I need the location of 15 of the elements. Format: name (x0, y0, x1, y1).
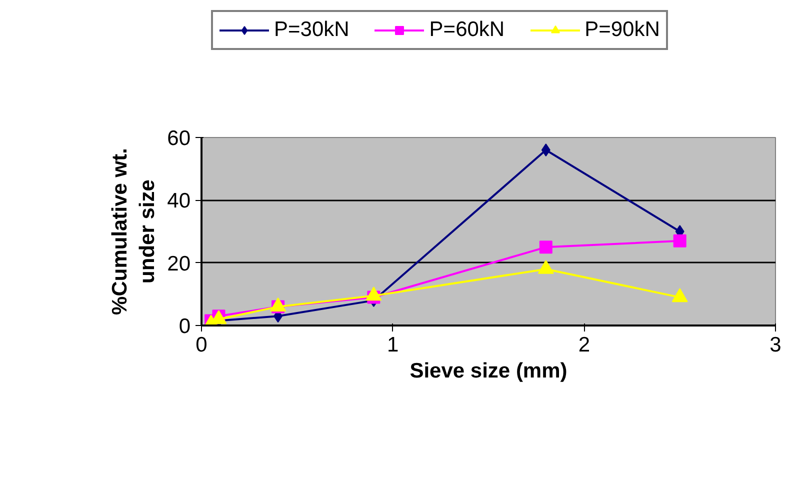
point (672, 288, 688, 302)
legend-label: P=60kN (429, 18, 505, 42)
legend-label: P=90kN (584, 18, 660, 42)
y-tick-label: 40 (167, 190, 190, 213)
x-tick-label: 0 (196, 334, 208, 356)
y-tick-label: 60 (167, 127, 190, 150)
legend-label: P=30kN (274, 18, 350, 42)
y-tick-label: 20 (167, 252, 190, 276)
x-tick-label: 2 (578, 334, 590, 356)
y-tick-label: 0 (178, 315, 191, 338)
x-axis-title: Sieve size (mm) (410, 360, 568, 382)
x-tick-label: 3 (770, 334, 782, 356)
point (673, 234, 686, 248)
x-tick-label: 1 (386, 334, 399, 356)
y-axis-title: %Cumulative wt. under size (108, 148, 160, 315)
